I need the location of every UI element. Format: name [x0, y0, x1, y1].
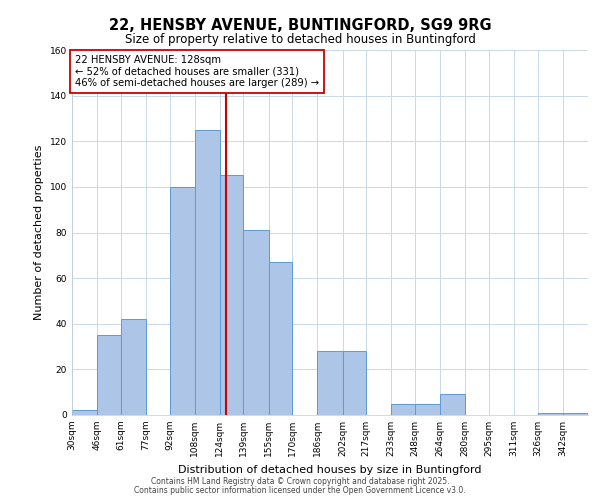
Bar [391, 404, 415, 415]
Bar [563, 412, 588, 415]
Text: 22 HENSBY AVENUE: 128sqm
← 52% of detached houses are smaller (331)
46% of semi-: 22 HENSBY AVENUE: 128sqm ← 52% of detach… [75, 54, 319, 88]
Bar [317, 351, 343, 415]
Bar [195, 130, 220, 415]
Bar [538, 412, 563, 415]
Text: Contains public sector information licensed under the Open Government Licence v3: Contains public sector information licen… [134, 486, 466, 495]
X-axis label: Distribution of detached houses by size in Buntingford: Distribution of detached houses by size … [178, 464, 482, 474]
Bar [72, 410, 97, 415]
Bar [440, 394, 465, 415]
Text: Size of property relative to detached houses in Buntingford: Size of property relative to detached ho… [125, 32, 475, 46]
Y-axis label: Number of detached properties: Number of detached properties [34, 145, 44, 320]
Bar [415, 404, 440, 415]
Bar [97, 335, 121, 415]
Text: Contains HM Land Registry data © Crown copyright and database right 2025.: Contains HM Land Registry data © Crown c… [151, 477, 449, 486]
Bar [121, 319, 146, 415]
Bar [269, 262, 292, 415]
Bar [220, 176, 244, 415]
Bar [244, 230, 269, 415]
Text: 22, HENSBY AVENUE, BUNTINGFORD, SG9 9RG: 22, HENSBY AVENUE, BUNTINGFORD, SG9 9RG [109, 18, 491, 32]
Bar [343, 351, 366, 415]
Bar [170, 187, 195, 415]
